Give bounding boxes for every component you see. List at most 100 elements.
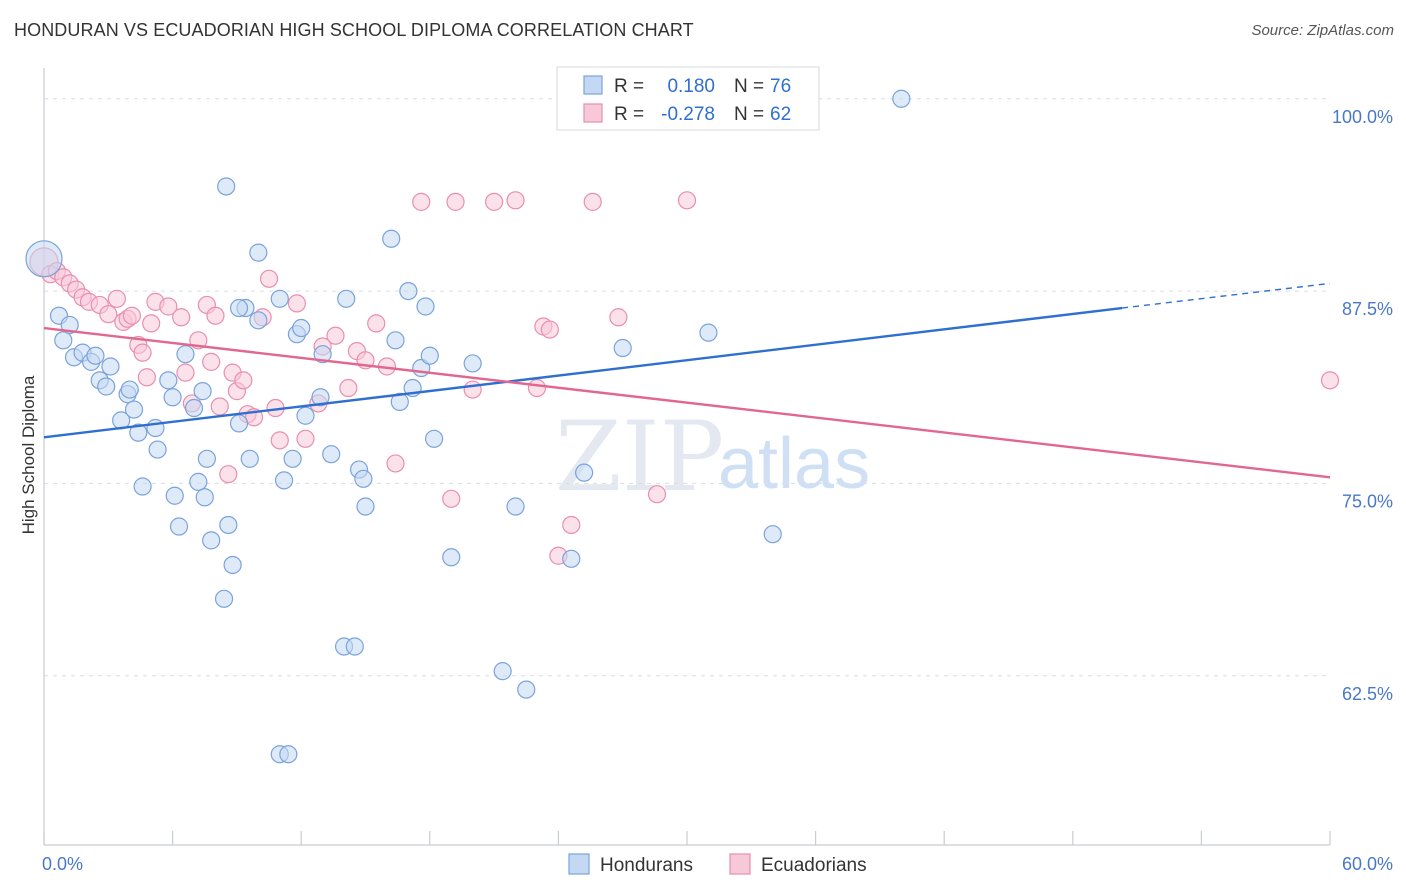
honduran-point[interactable] xyxy=(386,331,405,350)
honduran-point[interactable] xyxy=(322,445,341,464)
honduran-point[interactable] xyxy=(129,423,148,442)
honduran-point[interactable] xyxy=(296,406,315,425)
honduran-point[interactable] xyxy=(382,229,401,248)
ecuadorian-point[interactable] xyxy=(210,397,229,416)
ecuadorian-point[interactable] xyxy=(133,343,152,362)
honduran-point[interactable] xyxy=(101,357,120,376)
honduran-point[interactable] xyxy=(240,449,259,468)
honduran-point[interactable] xyxy=(763,525,782,544)
honduran-point[interactable] xyxy=(189,472,208,491)
ecuadorian-point[interactable] xyxy=(219,465,238,484)
ecuadorians-legend-swatch[interactable] xyxy=(729,853,751,875)
honduran-point[interactable] xyxy=(356,497,375,516)
honduran-point[interactable] xyxy=(399,281,418,301)
honduran-point[interactable] xyxy=(54,331,73,350)
honduran-point[interactable] xyxy=(313,345,332,364)
ecuadorian-point[interactable] xyxy=(527,378,547,398)
honduran-point[interactable] xyxy=(416,297,435,316)
ecuadorian-point[interactable] xyxy=(463,380,482,399)
honduran-point[interactable] xyxy=(249,311,268,330)
honduran-point[interactable] xyxy=(176,345,195,364)
honduran-point[interactable] xyxy=(420,346,439,365)
honduran-point[interactable] xyxy=(217,177,236,196)
honduran-point[interactable] xyxy=(390,392,409,411)
ecuadorian-point[interactable] xyxy=(176,363,195,382)
honduran-point[interactable] xyxy=(229,298,249,318)
ecuadorian-point[interactable] xyxy=(206,306,225,325)
ecuadorian-point[interactable] xyxy=(172,308,191,327)
honduran-point[interactable] xyxy=(133,477,152,496)
ecuadorian-point[interactable] xyxy=(99,305,118,324)
honduran-point[interactable] xyxy=(124,400,144,419)
honduran-point[interactable] xyxy=(517,680,536,699)
honduran-point[interactable] xyxy=(214,589,234,608)
ecuadorian-point[interactable] xyxy=(296,429,315,448)
honduran-point[interactable] xyxy=(562,549,581,568)
ecuadorian-point[interactable] xyxy=(107,289,126,308)
honduran-point[interactable] xyxy=(493,662,512,681)
honduran-point[interactable] xyxy=(148,440,167,459)
honduran-point[interactable] xyxy=(165,486,184,505)
honduran-point[interactable] xyxy=(184,398,204,418)
ecuadorian-point[interactable] xyxy=(412,192,431,211)
honduran-point[interactable] xyxy=(249,243,268,262)
honduran-point[interactable] xyxy=(311,388,330,407)
honduran-point[interactable] xyxy=(506,497,525,516)
ecuadorian-point[interactable] xyxy=(562,515,581,535)
ecuadorian-point[interactable] xyxy=(677,191,697,210)
ecuadorian-point[interactable] xyxy=(159,297,178,316)
honduran-point[interactable] xyxy=(613,338,632,358)
ecuadorian-point[interactable] xyxy=(540,320,559,339)
honduran-point[interactable] xyxy=(354,469,373,488)
ecuadorian-point[interactable] xyxy=(442,489,461,508)
honduran-point[interactable] xyxy=(25,240,63,278)
honduran-point[interactable] xyxy=(337,289,356,308)
honduran-point[interactable] xyxy=(202,531,221,550)
honduran-point[interactable] xyxy=(197,449,216,468)
honduran-point[interactable] xyxy=(193,382,212,401)
hondurans-legend-swatch[interactable] xyxy=(568,853,590,875)
ecuadorian-point[interactable] xyxy=(609,308,628,327)
ecuadorian-point[interactable] xyxy=(506,191,525,210)
honduran-point[interactable] xyxy=(292,318,311,338)
ecuadorian-point[interactable] xyxy=(367,314,386,333)
honduran-point[interactable] xyxy=(195,488,214,507)
honduran-point[interactable] xyxy=(892,89,911,108)
honduran-point[interactable] xyxy=(699,323,718,342)
honduran-point[interactable] xyxy=(283,449,302,468)
honduran-point[interactable] xyxy=(229,414,249,433)
ecuadorian-point[interactable] xyxy=(270,431,289,450)
honduran-point[interactable] xyxy=(274,471,294,490)
ecuadorian-point[interactable] xyxy=(234,371,253,390)
ecuadorian-point[interactable] xyxy=(287,294,307,313)
ecuadorians-legend-label[interactable]: Ecuadorians xyxy=(761,855,867,876)
ecuadorian-point[interactable] xyxy=(137,368,156,387)
ecuadorian-point[interactable] xyxy=(326,326,345,345)
ecuadorian-point[interactable] xyxy=(142,314,161,333)
honduran-point[interactable] xyxy=(86,346,105,365)
honduran-point[interactable] xyxy=(345,637,364,656)
honduran-point[interactable] xyxy=(219,515,238,535)
honduran-point[interactable] xyxy=(120,380,139,399)
honduran-point[interactable] xyxy=(463,354,482,373)
honduran-point[interactable] xyxy=(424,429,444,448)
honduran-point[interactable] xyxy=(575,463,594,482)
ecuadorian-point[interactable] xyxy=(583,192,602,211)
ecuadorian-point[interactable] xyxy=(446,192,465,211)
honduran-point[interactable] xyxy=(97,377,116,396)
ecuadorian-point[interactable] xyxy=(122,306,141,325)
honduran-point[interactable] xyxy=(163,388,182,407)
honduran-point[interactable] xyxy=(60,315,79,335)
honduran-point[interactable] xyxy=(223,555,242,575)
ecuadorian-point[interactable] xyxy=(339,378,358,398)
honduran-point[interactable] xyxy=(270,289,289,308)
honduran-point[interactable] xyxy=(442,548,461,567)
hondurans-legend-label[interactable]: Hondurans xyxy=(600,855,693,876)
honduran-point[interactable] xyxy=(279,745,298,764)
ecuadorian-point[interactable] xyxy=(259,269,279,288)
ecuadorian-point[interactable] xyxy=(485,192,504,211)
ecuadorian-point[interactable] xyxy=(386,454,405,473)
honduran-point[interactable] xyxy=(159,371,178,390)
honduran-point[interactable] xyxy=(169,517,189,536)
ecuadorian-point[interactable] xyxy=(647,485,667,504)
